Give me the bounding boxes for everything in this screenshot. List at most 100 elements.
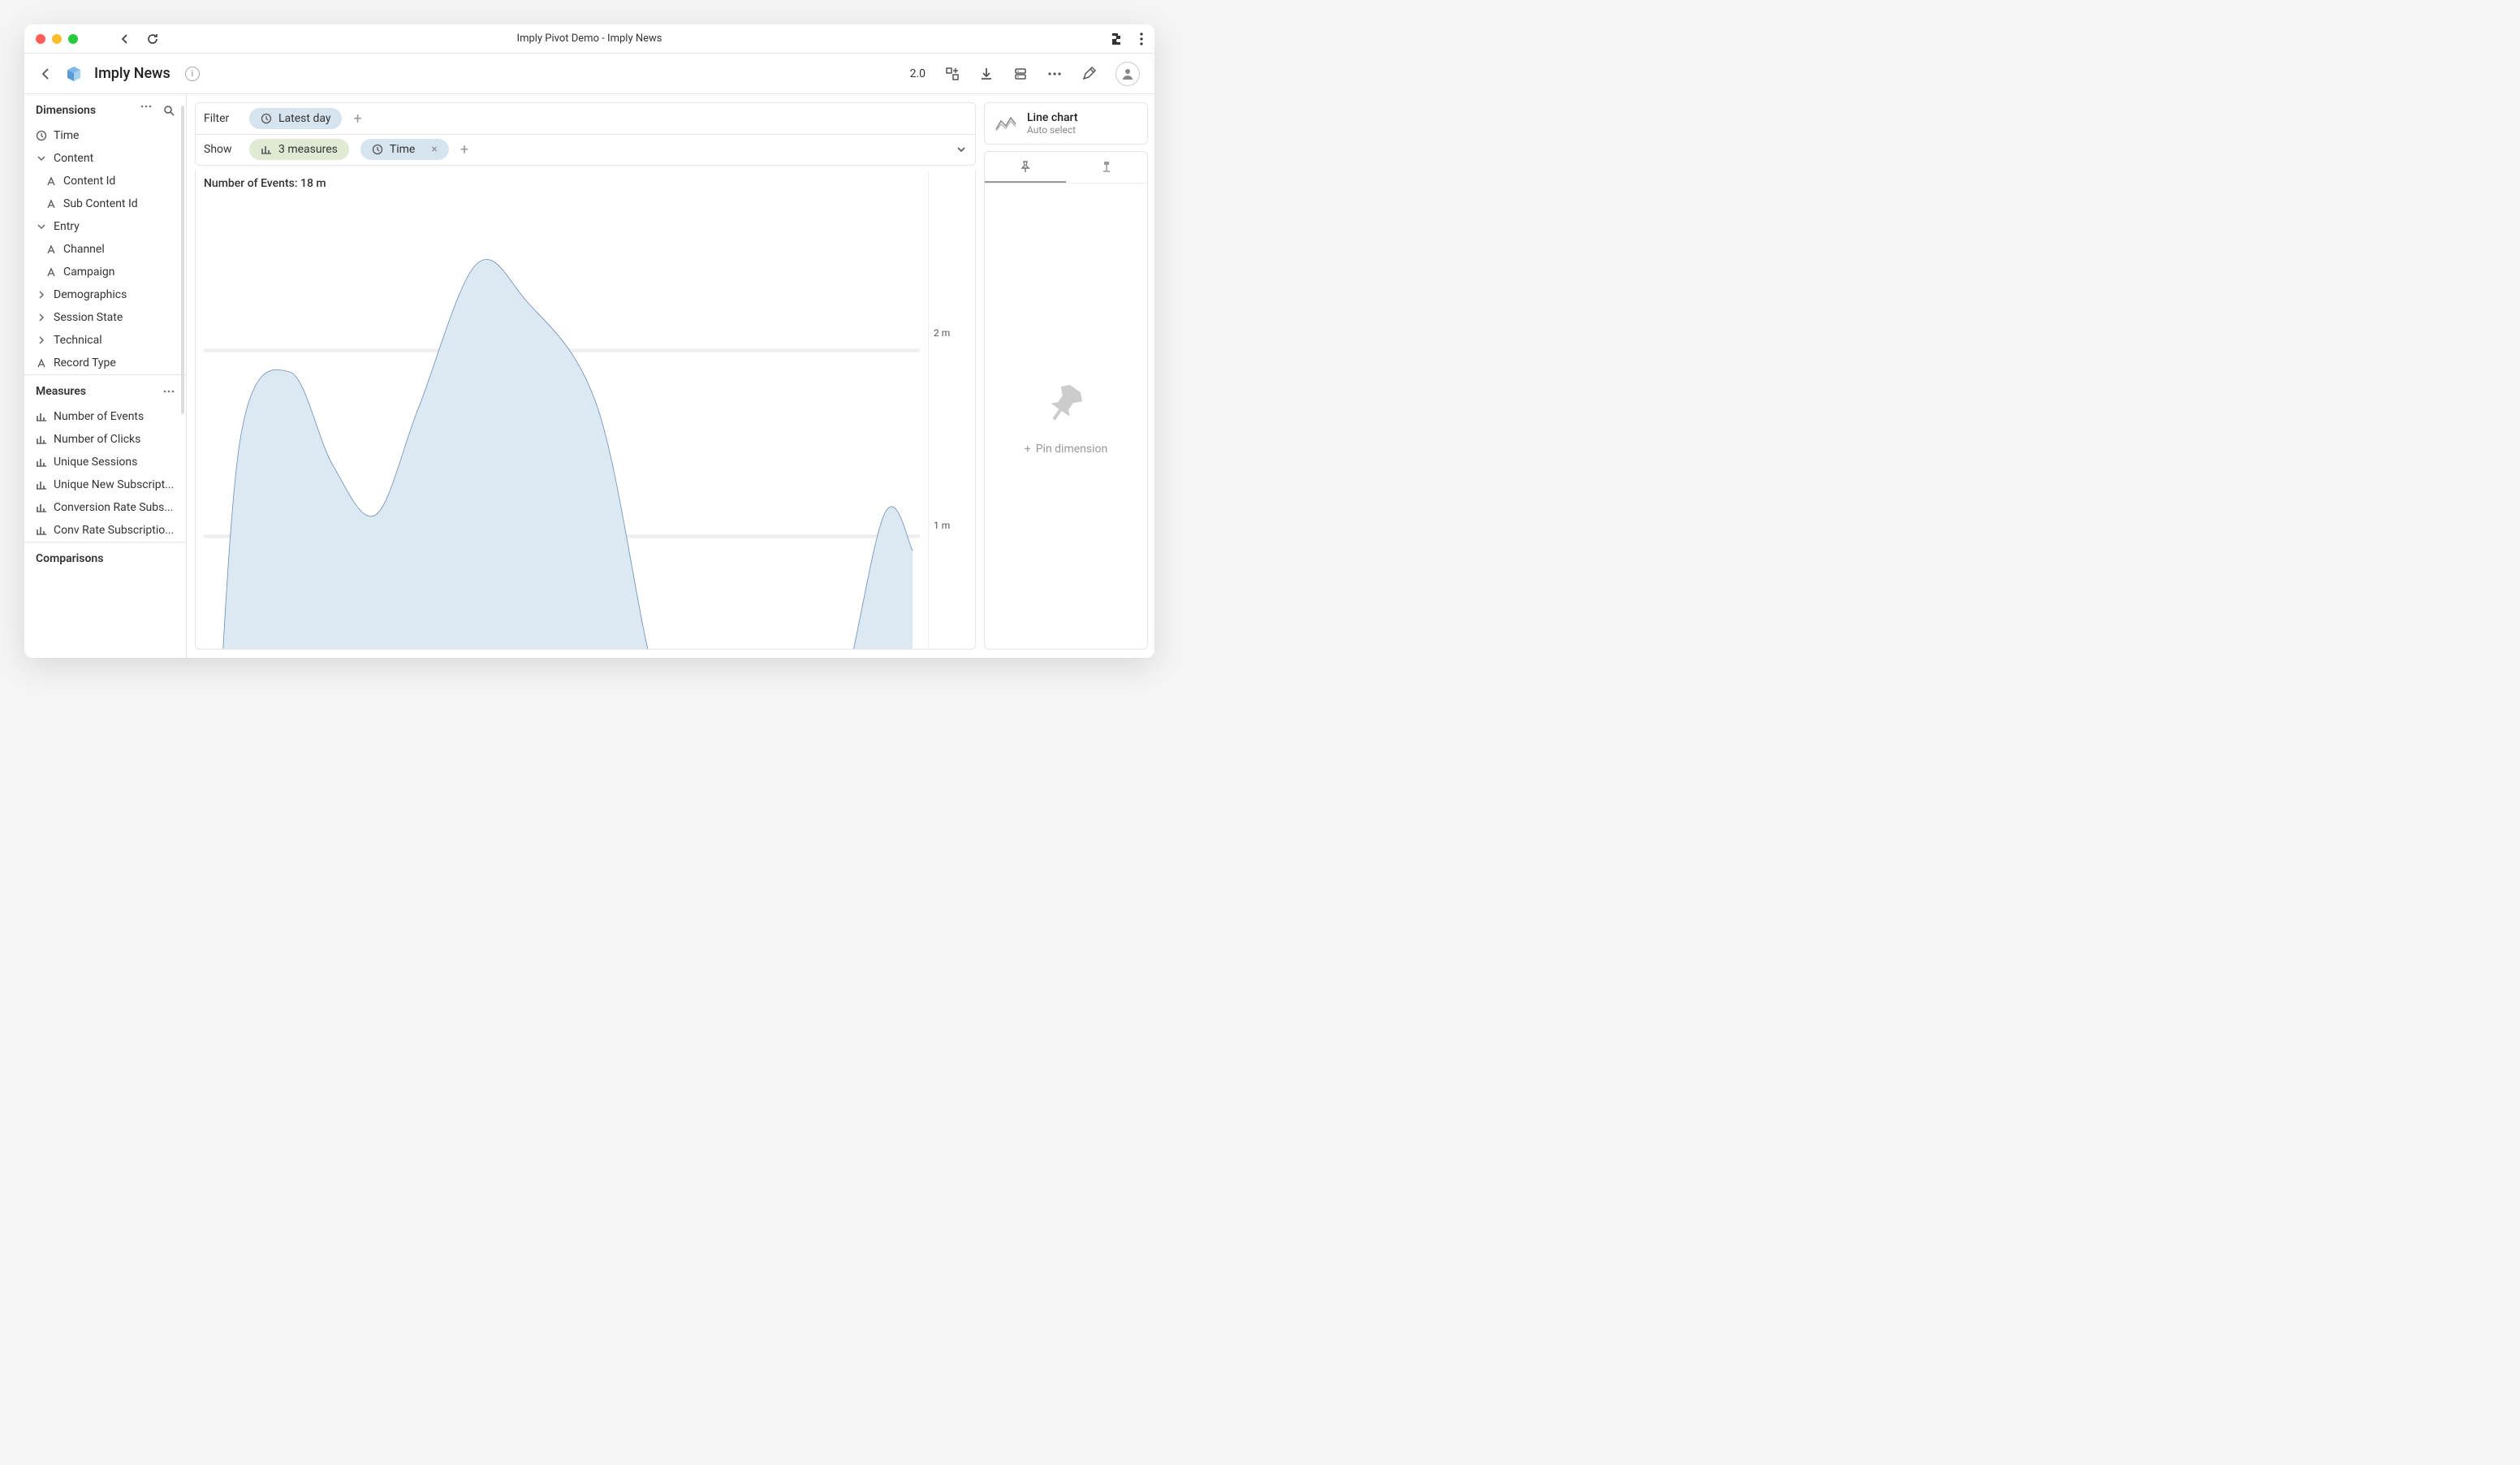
dimensions-more-icon[interactable] [140, 105, 152, 116]
traffic-lights [36, 34, 78, 44]
charts-container: Number of Events: 18 mNumber of Clicks: … [195, 171, 976, 650]
measures-more-icon[interactable] [163, 390, 175, 393]
sidebar-item-technical[interactable]: Technical [24, 329, 186, 352]
scrollbar[interactable] [181, 106, 184, 414]
add-widget-icon[interactable] [945, 67, 960, 81]
text-a-icon [45, 176, 57, 186]
clock-icon [372, 144, 383, 155]
pin-dimension-label: Pin dimension [1036, 443, 1108, 456]
line-chart-icon [995, 115, 1017, 132]
edit-icon[interactable] [1081, 67, 1096, 81]
sidebar-item-label: Demographics [54, 288, 127, 301]
measure-icon [36, 525, 47, 536]
comparisons-header-label: Comparisons [36, 552, 103, 565]
sidebar-measure-number-of-clicks[interactable]: Number of Clicks [24, 428, 186, 451]
main-area: Filter Latest day + Show 3 measures Time… [187, 94, 984, 658]
sidebar-item-label: Number of Events [54, 410, 144, 423]
sidebar-item-channel[interactable]: Channel [24, 238, 186, 261]
sidebar-item-label: Session State [54, 311, 123, 324]
server-icon[interactable] [1013, 67, 1028, 81]
sidebar-item-sub-content-id[interactable]: Sub Content Id [24, 192, 186, 215]
chevron-down-icon [36, 153, 47, 163]
sidebar-item-entry[interactable]: Entry [24, 215, 186, 238]
viz-title: Line chart [1027, 111, 1078, 124]
sidebar-item-record-type[interactable]: Record Type [24, 352, 186, 374]
viz-subtitle: Auto select [1027, 124, 1078, 136]
dimensions-header: Dimensions [24, 94, 186, 124]
sidebar-measure-conversion-rate-subs-[interactable]: Conversion Rate Subs... [24, 496, 186, 519]
download-icon[interactable] [979, 67, 994, 81]
pin-large-icon [1042, 378, 1090, 426]
clock-icon [36, 130, 47, 141]
measure-icon [36, 456, 47, 468]
measure-icon [36, 434, 47, 445]
sidebar-item-session-state[interactable]: Session State [24, 306, 186, 329]
pin-dimension-button[interactable]: + Pin dimension [1025, 443, 1107, 456]
extension-icon[interactable] [1109, 32, 1124, 46]
visualization-selector[interactable]: Line chart Auto select [984, 102, 1148, 145]
chart-title: Number of Events: 18 m [204, 177, 920, 190]
app-window: Imply Pivot Demo - Imply News Imply News… [24, 24, 1154, 658]
plus-icon: + [1025, 443, 1031, 456]
show-pill-time[interactable]: Time × [360, 139, 449, 160]
chevron-right-icon [36, 335, 47, 345]
chevron-right-icon [36, 290, 47, 300]
show-label: Show [204, 143, 238, 156]
pin-tab-other[interactable] [1066, 152, 1147, 183]
sidebar-item-label: Entry [54, 220, 80, 233]
remove-pill-icon[interactable]: × [431, 143, 437, 156]
y-axis-tick: 2 m [934, 327, 950, 339]
show-pill-measures[interactable]: 3 measures [249, 139, 349, 160]
sidebar-measure-unique-new-subscript-[interactable]: Unique New Subscript... [24, 473, 186, 496]
filter-pill-label: Latest day [278, 112, 330, 125]
sidebar-measure-unique-sessions[interactable]: Unique Sessions [24, 451, 186, 473]
kebab-menu-icon[interactable] [1140, 32, 1143, 45]
version-label: 2.0 [910, 67, 926, 80]
reload-icon[interactable] [146, 32, 159, 45]
add-filter-button[interactable]: + [353, 110, 361, 127]
chevron-right-icon [36, 313, 47, 322]
more-icon[interactable] [1047, 72, 1062, 76]
right-panel: Line chart Auto select + Pin dimension [984, 94, 1154, 658]
filter-pill-latest-day[interactable]: Latest day [249, 108, 342, 129]
chart-svg [204, 193, 920, 650]
sidebar-measure-number-of-events[interactable]: Number of Events [24, 405, 186, 428]
sidebar-item-time[interactable]: Time [24, 124, 186, 147]
cube-icon [65, 65, 83, 83]
show-pill-measures-label: 3 measures [278, 143, 338, 156]
y-axis-panel: 2 m1 m1 m [929, 171, 975, 650]
y-axis-tick: 1 m [934, 520, 950, 531]
add-show-button[interactable]: + [460, 141, 468, 158]
back-icon[interactable] [119, 32, 132, 45]
sidebar-item-campaign[interactable]: Campaign [24, 261, 186, 283]
chart-panel-0: Number of Events: 18 m [196, 171, 928, 650]
expand-show-row[interactable] [956, 144, 967, 155]
minimize-window-button[interactable] [52, 34, 62, 44]
sidebar-item-label: Number of Clicks [54, 433, 140, 446]
sidebar-measure-conv-rate-subscriptio-[interactable]: Conv Rate Subscriptio... [24, 519, 186, 542]
sidebar-item-demographics[interactable]: Demographics [24, 283, 186, 306]
measure-icon [36, 479, 47, 490]
sidebar-item-label: Content Id [63, 175, 115, 188]
sidebar-item-label: Unique Sessions [54, 456, 137, 469]
sidebar-item-content[interactable]: Content [24, 147, 186, 170]
info-icon[interactable]: i [185, 67, 200, 81]
avatar[interactable] [1115, 62, 1140, 86]
browser-nav [119, 32, 159, 45]
close-window-button[interactable] [36, 34, 45, 44]
app-back-icon[interactable] [39, 67, 54, 81]
pin-tab-pin[interactable] [985, 152, 1066, 183]
sidebar-item-label: Technical [54, 334, 102, 347]
show-row: Show 3 measures Time × + [195, 134, 976, 166]
search-icon[interactable] [163, 105, 175, 116]
sidebar-item-content-id[interactable]: Content Id [24, 170, 186, 192]
maximize-window-button[interactable] [68, 34, 78, 44]
measures-header: Measures [24, 374, 186, 405]
sidebar-item-label: Channel [63, 243, 105, 256]
show-pill-time-label: Time [390, 143, 415, 156]
sidebar-item-label: Time [54, 129, 79, 142]
titlebar: Imply Pivot Demo - Imply News [24, 24, 1154, 54]
sidebar: Dimensions Time Content Content Id Sub Cont… [24, 94, 187, 658]
dimensions-header-label: Dimensions [36, 104, 96, 117]
sidebar-item-label: Campaign [63, 266, 114, 279]
